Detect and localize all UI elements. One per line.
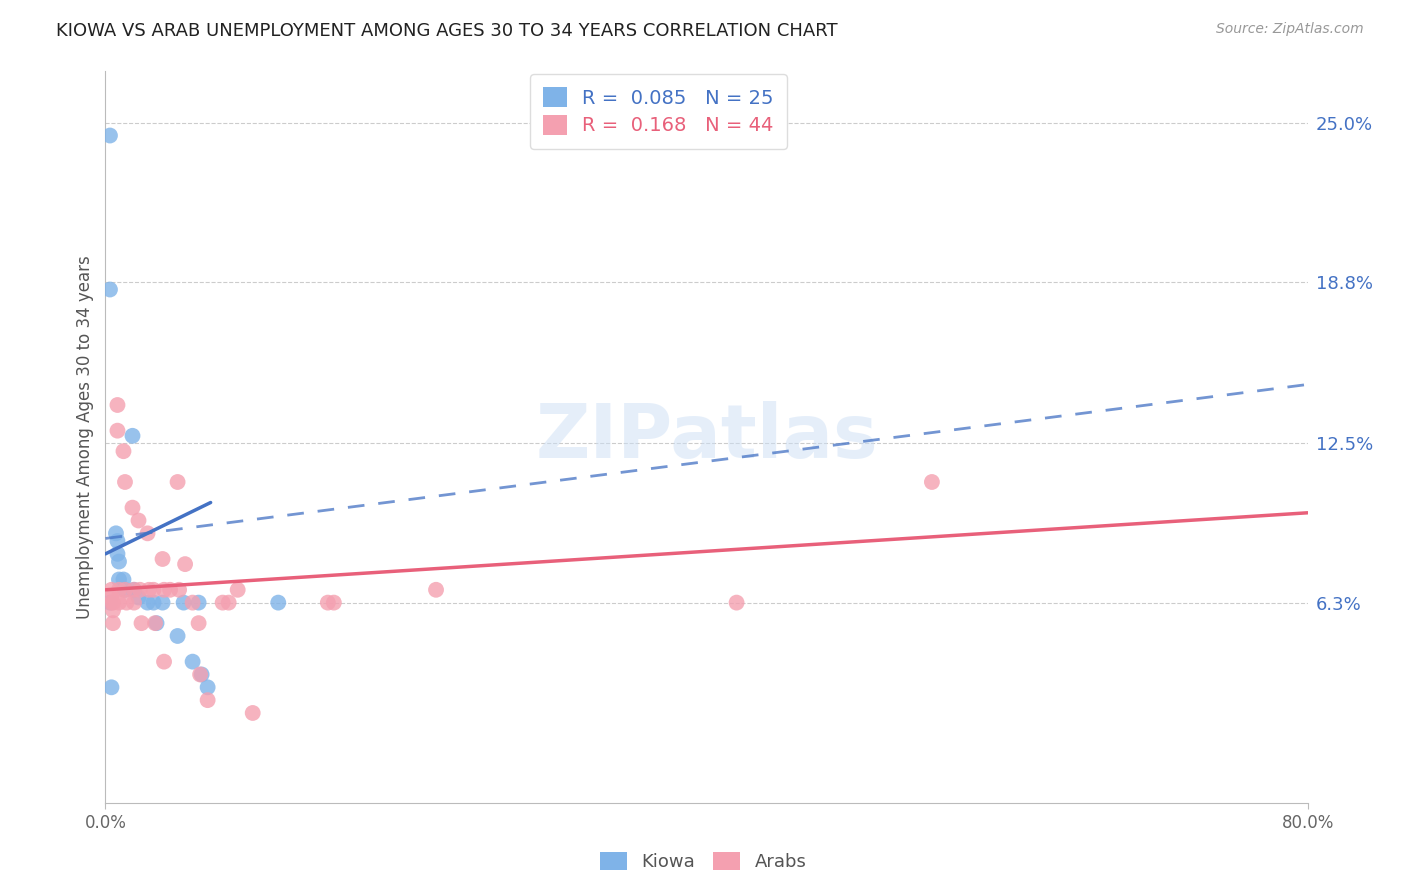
Point <box>100 591 122 605</box>
Point <box>188 667 211 681</box>
Point <box>242 706 264 720</box>
Point <box>226 582 249 597</box>
Point <box>143 616 166 631</box>
Point <box>197 681 219 695</box>
Point <box>108 582 131 597</box>
Point <box>129 582 152 597</box>
Point <box>145 616 167 631</box>
Point <box>100 681 122 695</box>
Point <box>122 582 145 597</box>
Point <box>190 667 212 681</box>
Legend: R =  0.085   N = 25, R =  0.168   N = 44: R = 0.085 N = 25, R = 0.168 N = 44 <box>530 74 787 149</box>
Point <box>100 582 122 597</box>
Point <box>114 582 136 597</box>
Point <box>100 596 122 610</box>
Point <box>218 596 240 610</box>
Point <box>122 582 145 597</box>
Point <box>131 616 153 631</box>
Point <box>152 552 174 566</box>
Point <box>725 596 748 610</box>
Legend: Kiowa, Arabs: Kiowa, Arabs <box>592 845 814 879</box>
Point <box>187 616 209 631</box>
Text: KIOWA VS ARAB UNEMPLOYMENT AMONG AGES 30 TO 34 YEARS CORRELATION CHART: KIOWA VS ARAB UNEMPLOYMENT AMONG AGES 30… <box>56 22 838 40</box>
Point <box>101 596 124 610</box>
Point <box>98 596 121 610</box>
Point <box>115 596 138 610</box>
Point <box>159 582 181 597</box>
Point <box>142 596 165 610</box>
Point <box>197 693 219 707</box>
Point <box>114 582 136 597</box>
Point <box>128 591 150 605</box>
Point <box>121 429 143 443</box>
Point <box>153 655 176 669</box>
Point <box>107 534 129 549</box>
Point <box>138 582 160 597</box>
Point <box>152 596 174 610</box>
Point <box>122 596 145 610</box>
Point <box>121 500 143 515</box>
Point <box>166 629 188 643</box>
Point <box>153 582 176 597</box>
Point <box>107 547 129 561</box>
Point <box>322 596 344 610</box>
Point <box>98 283 121 297</box>
Point <box>101 603 124 617</box>
Point <box>174 557 197 571</box>
Point <box>108 573 131 587</box>
Point <box>181 655 204 669</box>
Point <box>108 596 131 610</box>
Point <box>166 475 188 489</box>
Point <box>112 573 135 587</box>
Point <box>267 596 290 610</box>
Point <box>142 582 165 597</box>
Y-axis label: Unemployment Among Ages 30 to 34 years: Unemployment Among Ages 30 to 34 years <box>76 255 94 619</box>
Point <box>104 526 127 541</box>
Text: ZIPatlas: ZIPatlas <box>536 401 877 474</box>
Point <box>136 526 159 541</box>
Point <box>107 424 129 438</box>
Point <box>128 514 150 528</box>
Point <box>211 596 233 610</box>
Point <box>425 582 447 597</box>
Point <box>108 555 131 569</box>
Point <box>101 616 124 631</box>
Text: Source: ZipAtlas.com: Source: ZipAtlas.com <box>1216 22 1364 37</box>
Point <box>136 596 159 610</box>
Point <box>316 596 339 610</box>
Point <box>107 398 129 412</box>
Point <box>181 596 204 610</box>
Point <box>98 128 121 143</box>
Point <box>921 475 943 489</box>
Point <box>112 444 135 458</box>
Point <box>173 596 195 610</box>
Point <box>114 475 136 489</box>
Point <box>167 582 190 597</box>
Point <box>187 596 209 610</box>
